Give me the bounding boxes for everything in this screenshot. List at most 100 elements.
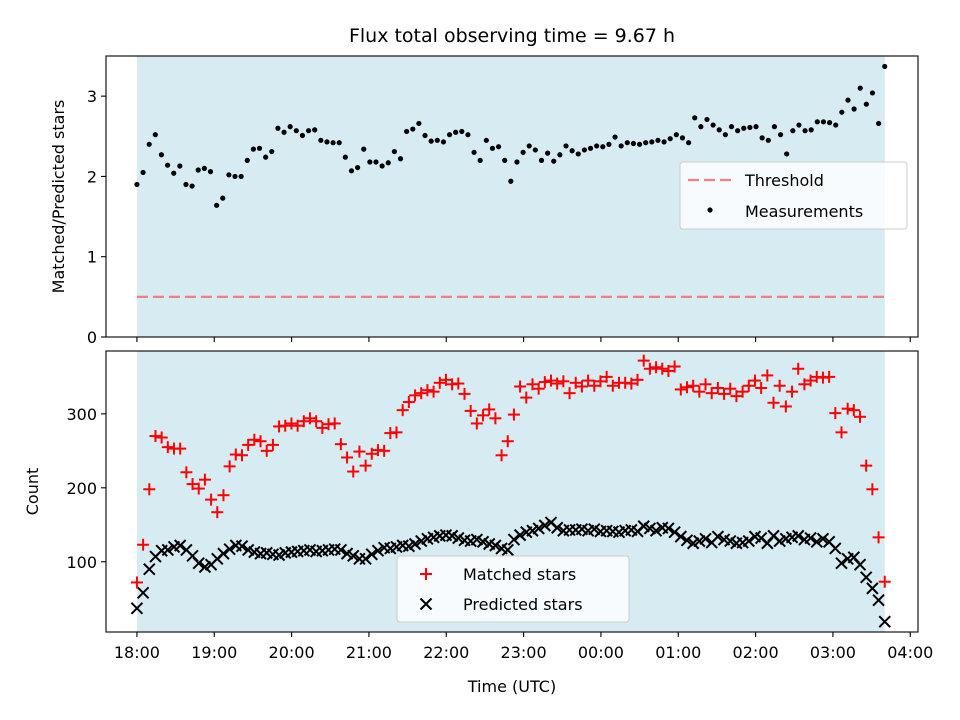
predicted-star-stroke — [637, 520, 650, 533]
bottom-x-tick-label: 19:00 — [191, 643, 237, 662]
predicted-star-point — [223, 542, 236, 556]
predicted-star-stroke — [588, 523, 601, 536]
matched-star-point — [835, 426, 848, 439]
predicted-star-stroke — [439, 528, 453, 542]
measurement-point — [575, 151, 581, 157]
measurement-point — [422, 132, 428, 139]
predicted-star-point — [235, 540, 249, 553]
measurement-point — [201, 165, 207, 171]
measurement-point — [305, 128, 312, 134]
predicted-star-stroke — [532, 522, 545, 535]
matched-star-point — [198, 473, 211, 486]
measurement-point — [594, 143, 600, 149]
matched-star-point — [427, 385, 440, 398]
measurement-point — [416, 120, 422, 127]
measurement-point — [404, 128, 410, 135]
predicted-star-stroke — [143, 562, 156, 576]
predicted-star-stroke — [260, 546, 273, 560]
matched-star-point — [341, 451, 354, 464]
predicted-star-point — [680, 534, 694, 547]
measurement-point — [348, 168, 355, 174]
measurement-point — [869, 90, 876, 96]
predicted-star-stroke — [748, 530, 762, 543]
measurement-point — [508, 178, 514, 184]
measurement-point — [845, 97, 851, 103]
bottom-x-tick-label: 22:00 — [423, 643, 469, 662]
predicted-star-point — [804, 531, 817, 545]
matched-star-point — [730, 390, 743, 403]
predicted-star-point — [853, 558, 867, 571]
predicted-star-point — [130, 602, 144, 615]
predicted-star-stroke — [680, 534, 694, 547]
matched-star-point — [569, 376, 582, 389]
measurement-point — [600, 144, 606, 150]
top-y-axis-label: Matched/Predicted stars — [49, 100, 68, 294]
matched-star-point — [792, 362, 805, 375]
predicted-star-stroke — [754, 531, 768, 545]
measurement-point — [661, 139, 667, 145]
predicted-star-point — [136, 586, 150, 600]
matched-star-point — [687, 379, 700, 392]
predicted-star-stroke — [829, 542, 842, 555]
matched-star-point — [680, 381, 693, 394]
measurement-point — [459, 128, 465, 135]
measurement-point — [495, 144, 502, 150]
matched-star-point — [625, 377, 638, 390]
predicted-star-stroke — [847, 551, 861, 564]
predicted-star-stroke — [835, 557, 848, 570]
measurement-point — [238, 173, 244, 180]
matched-star-point — [297, 415, 310, 428]
measurement-point — [502, 157, 508, 163]
matched-star-point — [693, 385, 706, 398]
predicted-star-stroke — [483, 537, 496, 551]
predicted-star-point — [810, 535, 823, 548]
measurement-point — [532, 147, 538, 153]
measurement-point — [784, 151, 790, 157]
bottom-y-tick-label: 100 — [66, 553, 97, 572]
predicted-star-point — [816, 532, 830, 546]
measurement-point — [814, 119, 820, 125]
measurement-point — [140, 169, 146, 176]
measurement-point — [220, 195, 226, 201]
matched-star-point — [841, 402, 854, 415]
matched-star-point — [718, 387, 731, 400]
x-axis-label: Time (UTC) — [467, 677, 556, 696]
predicted-star-stroke — [334, 543, 348, 557]
measurement-point — [336, 140, 342, 146]
bottom-panel: 100 200 300 18:00 19:00 20:00 21:00 22:00 23:00… — [23, 350, 933, 696]
predicted-star-stroke — [600, 524, 613, 537]
predicted-star-stroke — [724, 534, 737, 548]
matched-star-point — [767, 396, 780, 409]
measurement-point — [465, 132, 471, 138]
predicted-star-point — [699, 532, 712, 546]
matched-star-point — [464, 404, 477, 417]
matched-star-point — [316, 421, 329, 434]
matched-star-point — [507, 408, 520, 421]
predicted-star-stroke — [668, 525, 681, 539]
measurement-point — [685, 140, 692, 146]
predicted-star-stroke — [328, 542, 341, 556]
matched-star-point — [594, 375, 607, 388]
matched-star-point — [334, 438, 347, 451]
measurement-point — [164, 162, 171, 168]
predicted-star-stroke — [192, 557, 205, 570]
predicted-star-point — [365, 548, 378, 561]
measurement-point — [514, 159, 520, 165]
top-x-ticks — [136, 337, 911, 342]
matched-star-point — [143, 483, 156, 496]
measurement-point — [673, 132, 679, 138]
predicted-star-stroke — [643, 522, 657, 535]
matched-star-point — [235, 449, 248, 462]
matched-star-point — [137, 538, 150, 551]
measurement-point — [741, 125, 747, 131]
measurement-point — [826, 120, 833, 126]
predicted-star-stroke — [173, 539, 187, 552]
matched-star-point — [279, 419, 292, 432]
measurement-point — [612, 134, 618, 140]
predicted-star-point — [161, 543, 175, 557]
measurement-point — [397, 156, 404, 162]
measurement-point — [716, 127, 722, 133]
measurement-point — [281, 129, 287, 135]
predicted-star-stroke — [816, 532, 830, 546]
